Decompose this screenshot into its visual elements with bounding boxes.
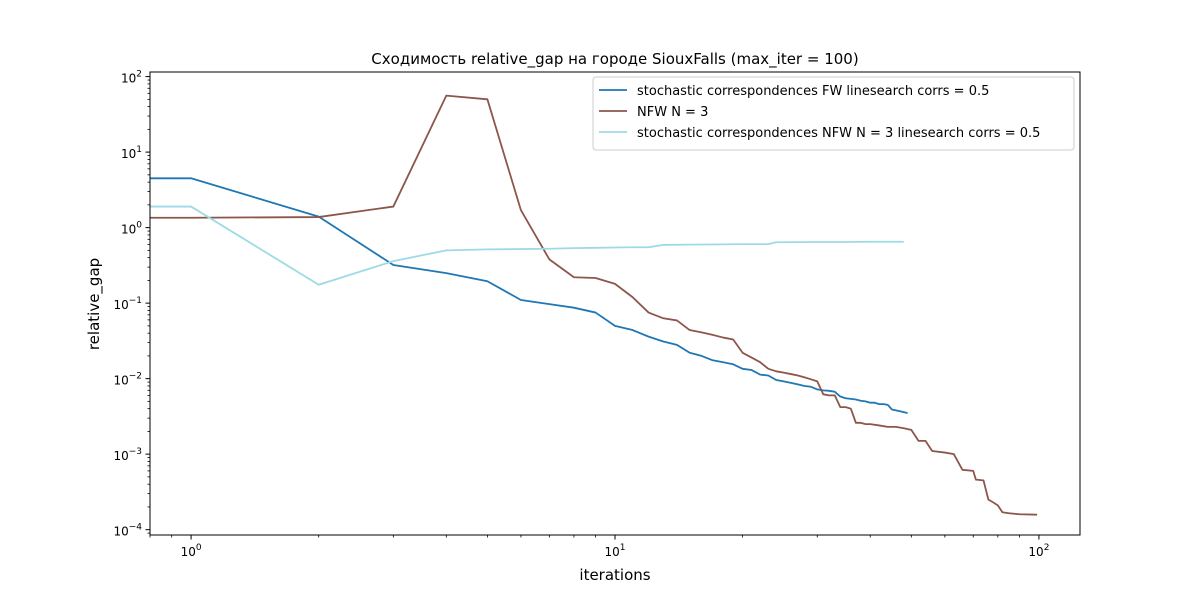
y-tick-label: 10−2 — [113, 372, 142, 388]
legend-box — [592, 76, 1075, 151]
x-tick-label: 100 — [181, 543, 202, 559]
legend-label-2: NFW N = 3 — [637, 105, 708, 120]
legend-label-1: stochastic correspondences FW linesearch… — [637, 84, 989, 99]
y-tick-label: 10−1 — [113, 296, 142, 312]
series-line-2 — [150, 94, 1038, 516]
y-tick-label: 100 — [121, 221, 142, 237]
series-line-1 — [150, 177, 908, 414]
legend-label-3: stochastic correspondences NFW N = 3 lin… — [637, 126, 1040, 141]
series-line-3 — [150, 205, 904, 286]
y-tick-label: 101 — [121, 145, 142, 161]
x-tick-label: 101 — [604, 543, 625, 559]
y-axis-title: relative_gap — [85, 258, 104, 350]
legend: stochastic correspondences FW linesearch… — [592, 76, 1075, 151]
plot-area: 100 101 102 10−4 10−3 10−2 10−1 100 101 102 stocha… — [113, 70, 1081, 559]
y-tick-label: 10−3 — [113, 447, 142, 463]
y-tick-label: 10−4 — [113, 523, 142, 539]
x-tick-label: 102 — [1028, 543, 1049, 559]
x-axis-title: iterations — [579, 566, 650, 584]
chart-title: Сходимость relative_gap на городе SiouxF… — [371, 50, 858, 69]
y-tick-label: 102 — [121, 70, 142, 86]
